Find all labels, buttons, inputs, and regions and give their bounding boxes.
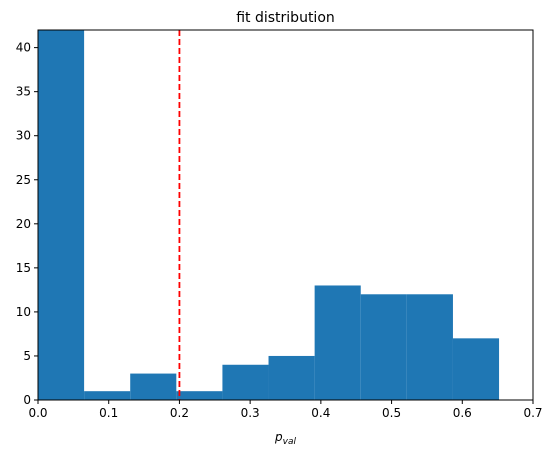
x-tick-label: 0.1 — [99, 406, 118, 420]
y-tick-label: 25 — [16, 173, 31, 187]
x-tick-label: 0.6 — [453, 406, 472, 420]
x-tick-label: 0.3 — [241, 406, 260, 420]
histogram-bar — [38, 30, 85, 400]
y-tick-label: 15 — [16, 261, 31, 275]
y-tick-label: 30 — [16, 129, 31, 143]
y-tick-label: 0 — [23, 393, 31, 407]
y-tick-label: 20 — [16, 217, 31, 231]
histogram-bar — [84, 391, 131, 400]
x-axis-label: pval — [274, 430, 296, 447]
histogram-bar — [314, 285, 361, 400]
y-tick-label: 35 — [16, 85, 31, 99]
bars-group — [38, 30, 500, 400]
y-tick-label: 10 — [16, 305, 31, 319]
y-tick-label: 5 — [23, 349, 31, 363]
x-tick-label: 0.0 — [28, 406, 47, 420]
x-axis-label-main: p — [274, 430, 283, 444]
histogram-bar — [360, 294, 407, 400]
x-tick-label: 0.7 — [523, 406, 542, 420]
x-axis: 0.0 0.1 0.2 0.3 0.4 0.5 0.6 0.7 — [28, 400, 543, 420]
histogram-bar — [452, 338, 500, 400]
x-tick-label: 0.2 — [170, 406, 189, 420]
chart-title: fit distribution — [236, 10, 335, 26]
y-tick-label: 40 — [16, 41, 31, 55]
x-axis-label-subscript: val — [283, 437, 297, 447]
histogram-bar — [130, 373, 177, 400]
x-tick-label: 0.4 — [311, 406, 330, 420]
histogram-bar — [406, 294, 453, 400]
histogram-bar — [222, 364, 269, 400]
x-tick-label: 0.5 — [382, 406, 401, 420]
plot-frame — [37, 29, 534, 401]
histogram-bar — [176, 391, 223, 400]
histogram-bar — [268, 355, 315, 400]
y-axis: 0 5 10 15 20 25 30 35 40 — [16, 41, 38, 407]
